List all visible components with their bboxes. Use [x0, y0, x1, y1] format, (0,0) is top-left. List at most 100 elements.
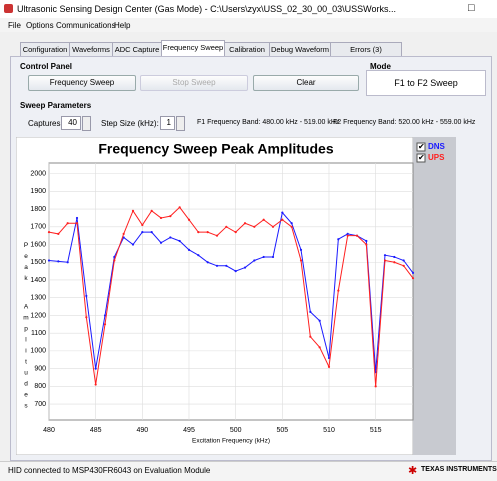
tab[interactable]: Waveforms [69, 42, 113, 56]
data-point [299, 259, 303, 262]
y-tick-label: 800 [34, 383, 46, 390]
data-point [411, 271, 415, 274]
data-point [169, 215, 172, 218]
data-point [187, 218, 191, 221]
ti-logo-icon: ✱ [408, 465, 418, 477]
title-bar: Ultrasonic Sensing Design Center (Gas Mo… [0, 0, 497, 18]
data-point [122, 232, 125, 235]
data-point [103, 323, 107, 326]
y-tick-label: 2000 [30, 170, 46, 177]
data-point [290, 222, 293, 225]
data-point [262, 218, 265, 221]
legend-check: ✔ [418, 153, 425, 162]
data-point [75, 216, 79, 220]
legend-checkbox[interactable] [416, 142, 426, 152]
data-point [47, 231, 51, 234]
data-point [178, 239, 181, 243]
data-point [206, 231, 209, 234]
data-point [85, 316, 88, 319]
x-tick-label: 480 [43, 427, 55, 434]
y-tick-label: 1500 [30, 259, 46, 266]
data-point [337, 238, 340, 241]
data-point [47, 259, 51, 262]
status-text: HID connected to MSP430FR6043 on Evaluat… [8, 466, 211, 475]
data-point [215, 234, 219, 237]
captures-input[interactable]: 40 [61, 116, 81, 130]
menu-item[interactable]: Communications [56, 21, 116, 30]
data-point [402, 264, 405, 267]
data-point [150, 209, 153, 212]
spinner[interactable] [82, 116, 91, 131]
data-point [141, 231, 144, 234]
x-tick-label: 485 [90, 427, 102, 434]
y-tick-label: 700 [34, 401, 46, 408]
label: F2 Frequency Band: 520.00 kHz - 559.00 k… [333, 119, 476, 126]
data-point [178, 206, 181, 209]
y-tick-label: 1200 [30, 312, 46, 319]
tab[interactable]: Errors (3) [330, 42, 402, 56]
data-point [309, 310, 312, 313]
data-point [346, 234, 349, 237]
data-point [159, 241, 163, 244]
button[interactable]: Clear [253, 75, 359, 91]
data-point [309, 335, 312, 338]
maximize-button[interactable]: □ [468, 2, 475, 14]
menu-bar: File Options Communications Help [0, 18, 497, 32]
data-point [402, 259, 405, 262]
data-point [159, 216, 163, 220]
tab[interactable]: Calibration [224, 42, 270, 56]
data-point [281, 218, 284, 221]
legend-checkbox[interactable] [416, 153, 426, 163]
data-point [262, 255, 265, 259]
data-point [253, 259, 256, 262]
y-tick-label: 1900 [30, 188, 46, 195]
x-tick-label: 500 [230, 427, 242, 434]
data-point [75, 222, 79, 225]
tab[interactable]: Debug Waveform [269, 42, 331, 56]
data-point [197, 231, 200, 234]
data-point [225, 264, 228, 267]
data-point [131, 243, 135, 246]
y-tick-label: 1600 [30, 241, 46, 248]
y-tick-label: 1100 [31, 330, 46, 337]
data-point [215, 264, 219, 267]
menu-item[interactable]: Help [114, 21, 131, 30]
button-disabled: Stop Sweep [140, 75, 248, 91]
button[interactable]: Frequency Sweep [28, 75, 136, 91]
menu-item[interactable]: Options [26, 21, 54, 30]
y-tick-label: 1800 [30, 206, 46, 213]
x-axis-label: Excitation Frequency (kHz) [192, 438, 270, 445]
x-tick-label: 510 [323, 427, 335, 434]
data-point [197, 254, 200, 257]
data-point [243, 222, 247, 225]
spinner[interactable] [176, 116, 185, 131]
data-point [411, 277, 415, 280]
data-point [365, 243, 368, 246]
x-tick-label: 515 [370, 427, 382, 434]
tab-selected[interactable]: Frequency Sweep [161, 40, 225, 56]
data-point [346, 232, 349, 235]
tab[interactable]: Configuration [20, 42, 70, 56]
data-point [393, 261, 396, 264]
section-title: Sweep Parameters [20, 101, 92, 110]
data-point [271, 255, 275, 259]
label: F1 Frequency Band: 480.00 kHz - 519.00 k… [197, 119, 340, 126]
data-point [234, 270, 237, 273]
chart: Frequency Sweep Peak Amplitudes 700 800 900… [16, 137, 456, 455]
legend-label: DNS [428, 142, 446, 151]
tab[interactable]: ADC Capture [112, 42, 162, 56]
legend-label: UPS [428, 153, 445, 162]
ti-logo: TEXAS INSTRUMENTS [421, 466, 497, 473]
data-point [131, 209, 135, 212]
y-tick-label: 1300 [30, 295, 46, 302]
legend-check: ✔ [418, 142, 425, 151]
step-input[interactable]: 1 [160, 116, 175, 130]
label: Captures: [28, 119, 63, 128]
menu-item[interactable]: File [8, 21, 21, 30]
y-tick-label: 900 [34, 365, 46, 372]
window-title: Ultrasonic Sensing Design Center (Gas Mo… [17, 4, 396, 14]
data-point [206, 261, 209, 264]
data-point [281, 211, 284, 214]
data-point [113, 259, 116, 262]
data-point [374, 385, 377, 388]
